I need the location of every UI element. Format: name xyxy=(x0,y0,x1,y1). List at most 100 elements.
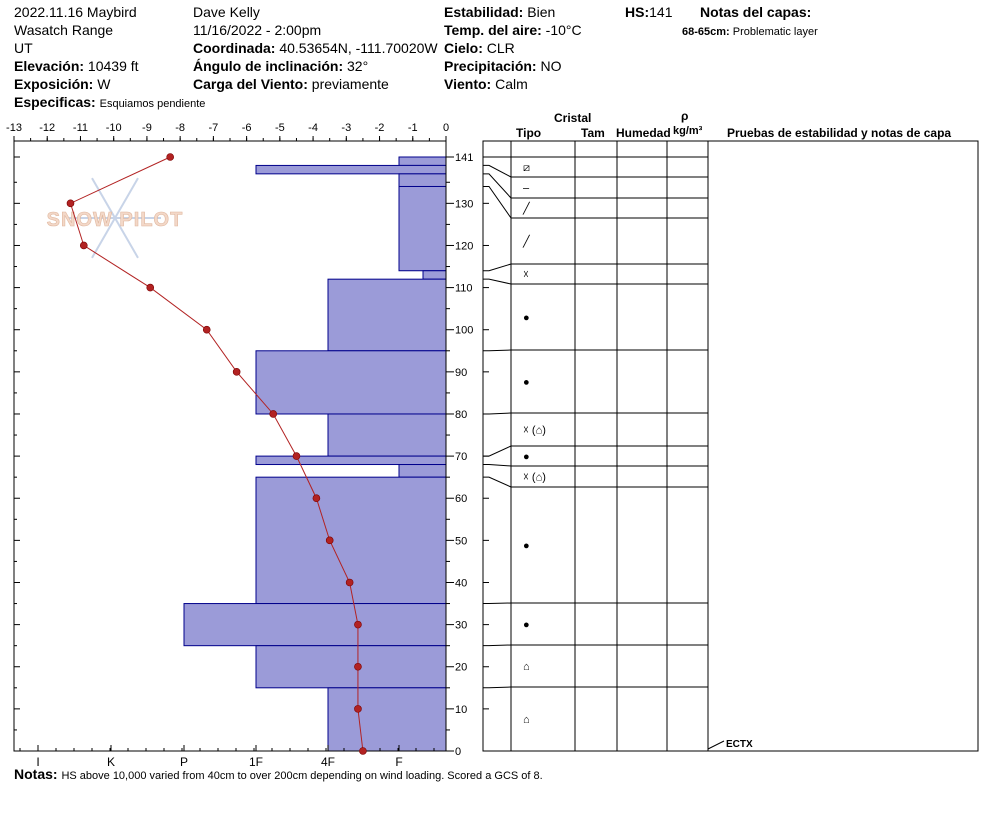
height-tick-label: 20 xyxy=(455,662,467,674)
logo-text: SNOW PILOT xyxy=(47,209,184,231)
logo-snowflake-arm xyxy=(91,177,116,219)
hardness-bar xyxy=(398,173,447,187)
layer-connector xyxy=(483,173,512,199)
grain-symbol: ● xyxy=(523,451,530,463)
hardness-tick-label: I xyxy=(36,755,39,769)
height-tick-label: 141 xyxy=(455,152,473,164)
hardness-bar xyxy=(327,278,447,352)
hardness-tick-label: F xyxy=(395,755,402,769)
temp-tick-label: -11 xyxy=(73,122,88,134)
grain-symbol: ⌂ xyxy=(523,661,530,673)
header-hs: HS:141 xyxy=(625,4,673,20)
header-wind: Viento: Calm xyxy=(444,76,528,92)
logo-snowflake-arm xyxy=(114,217,139,259)
test-result-label: ECTX xyxy=(726,739,753,750)
height-tick-label: 50 xyxy=(455,535,467,547)
temperature-point xyxy=(354,705,362,713)
temp-tick-label: -13 xyxy=(6,122,22,134)
height-tick-label: 100 xyxy=(455,325,473,337)
temperature-point xyxy=(354,620,362,629)
height-tick-label: 130 xyxy=(455,198,473,210)
hardness-tick-label: 1F xyxy=(249,755,263,769)
temp-tick-label: -5 xyxy=(275,122,285,134)
logo-snowflake-arm xyxy=(91,217,116,259)
hardness-bar xyxy=(327,687,447,752)
col-size: Tam xyxy=(581,126,605,140)
header-layer-note: 68-65cm: Problematic layer xyxy=(682,26,818,38)
height-tick-label: 0 xyxy=(455,746,461,758)
height-tick-label: 70 xyxy=(455,451,467,463)
layer-connector xyxy=(483,445,512,457)
col-moisture: Humedad xyxy=(616,126,671,140)
col-density-unit: kg/m³ xyxy=(673,125,703,137)
height-tick-label: 30 xyxy=(455,620,467,632)
header-observer: Dave Kelly xyxy=(193,4,260,20)
layer-connector xyxy=(483,464,512,467)
hardness-bar xyxy=(398,185,447,272)
header-date-location: 2022.11.16 Maybird xyxy=(14,4,137,20)
temperature-point xyxy=(202,325,211,334)
height-tick-label: 110 xyxy=(455,283,473,295)
hardness-bars xyxy=(183,156,447,752)
temperature-point xyxy=(312,494,321,503)
test-pointer xyxy=(707,740,725,750)
header-specifics: Especificas: Esquiamos pendiente xyxy=(14,94,206,110)
header-sky: Cielo: CLR xyxy=(444,40,515,56)
header-state: UT xyxy=(14,40,33,56)
grain-symbol: ‒ xyxy=(523,183,530,195)
height-tick-label: 80 xyxy=(455,409,467,421)
layer-connector xyxy=(483,263,512,272)
header-air-temp: Temp. del aire: -10°C xyxy=(444,22,582,38)
hardness-bar xyxy=(422,270,447,280)
header-coordinates: Coordinada: 40.53654N, -111.70020W xyxy=(193,40,438,56)
layer-connector xyxy=(483,686,512,689)
hardness-bar xyxy=(255,350,447,415)
temp-tick-label: -2 xyxy=(375,122,385,134)
temp-tick-label: -1 xyxy=(408,122,418,134)
grain-symbol: ⌂ xyxy=(523,714,530,726)
height-tick-label: 90 xyxy=(455,367,467,379)
layer-connector xyxy=(483,602,512,605)
layer-connector xyxy=(483,412,512,415)
hardness-tick-label: K xyxy=(107,755,115,769)
temperature-point xyxy=(269,410,278,418)
hardness-bar xyxy=(398,156,447,166)
col-tests: Pruebas de estabilidad y notas de capa xyxy=(727,126,952,140)
grain-symbol: ╱ xyxy=(522,234,531,248)
temperature-point xyxy=(66,199,75,208)
temperature-point xyxy=(359,747,367,755)
hardness-bar xyxy=(183,603,447,647)
table-frame xyxy=(482,140,979,752)
layer-connector xyxy=(483,278,512,285)
temp-tick-label: -8 xyxy=(175,122,185,134)
grain-symbol: ☓ (⌂) xyxy=(523,425,546,437)
temperature-point xyxy=(354,662,362,671)
temperature-point xyxy=(292,452,301,460)
temperature-series xyxy=(66,153,367,755)
height-tick-label: 40 xyxy=(455,577,467,589)
layer-connector xyxy=(483,476,512,488)
height-tick-label: 60 xyxy=(455,493,467,505)
grain-symbol: ● xyxy=(523,312,530,324)
temperature-point xyxy=(232,368,241,376)
axes: -13 -12 -11 -10 -9 -8 -7 -6 -5 -4 -3 -2 -1 0010203040… xyxy=(6,122,473,769)
grain-symbol: ╱ xyxy=(522,201,531,215)
temperature-point xyxy=(325,536,334,545)
grain-symbol: ⧄ xyxy=(523,162,530,174)
grain-symbol: ☓ xyxy=(523,269,529,281)
col-crystal: Cristal xyxy=(554,111,592,125)
col-type: Tipo xyxy=(516,126,542,140)
hardness-bar xyxy=(327,413,447,457)
temp-tick-label: -9 xyxy=(142,122,152,134)
temp-tick-label: -4 xyxy=(308,122,318,134)
notes: Notas: HS above 10,000 varied from 40cm … xyxy=(14,766,543,782)
header-layer-notes-title: Notas del capas: xyxy=(700,4,812,20)
temperature-point xyxy=(146,283,155,292)
col-rho: ρ xyxy=(681,109,689,123)
layer-connector xyxy=(483,644,512,647)
hardness-bar xyxy=(255,164,447,175)
header-stability: Estabilidad: Bien xyxy=(444,4,556,20)
temp-tick-label: -12 xyxy=(39,122,55,134)
temp-tick-label: -3 xyxy=(341,122,351,134)
logo-snowflake-arm xyxy=(114,177,139,219)
